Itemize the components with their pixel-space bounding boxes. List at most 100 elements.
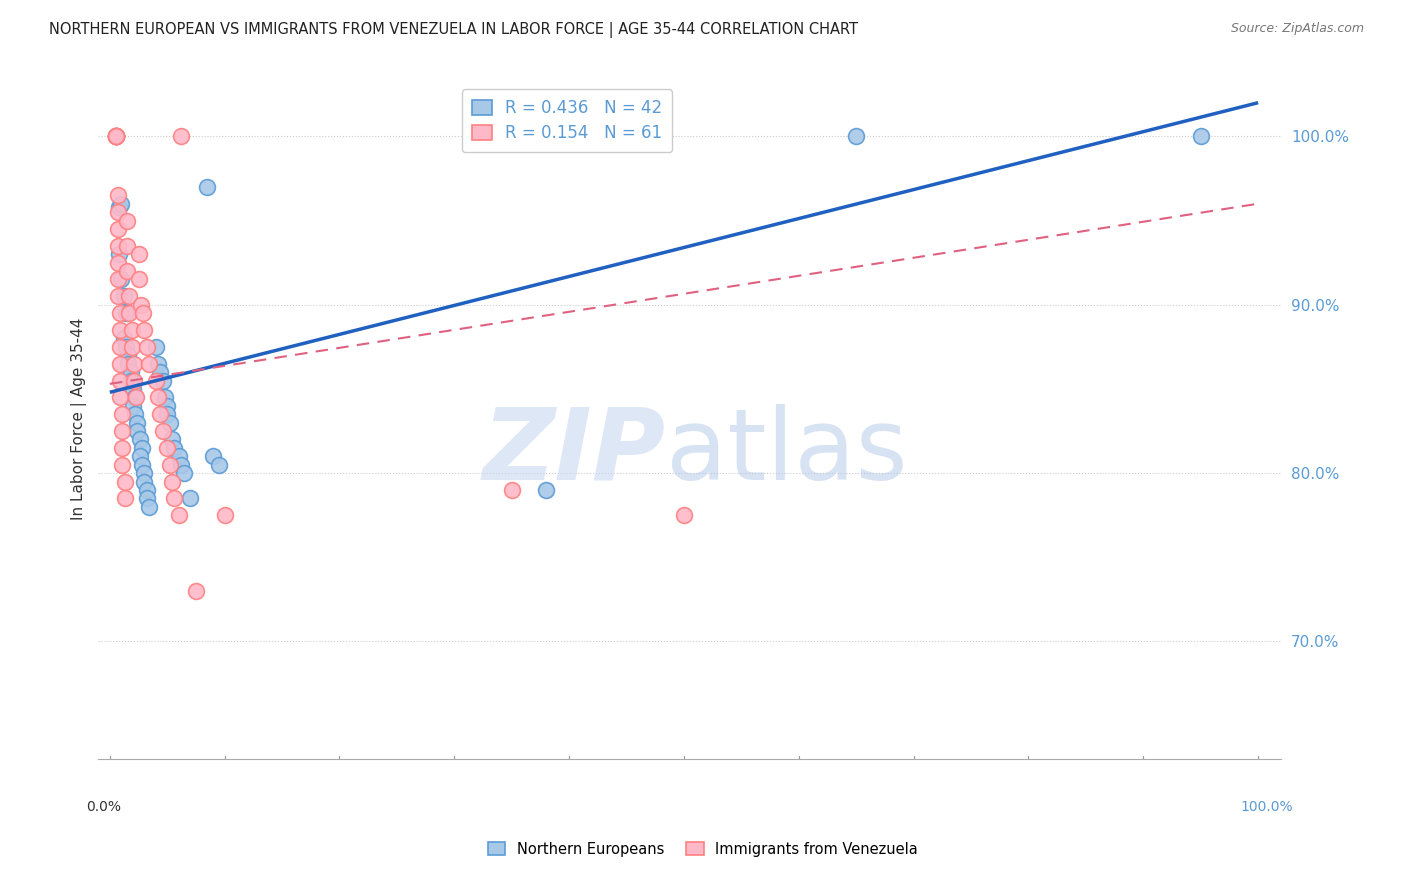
Point bbox=[156, 399, 179, 413]
Point bbox=[131, 441, 153, 455]
Point bbox=[124, 407, 146, 421]
Point bbox=[159, 416, 181, 430]
Point bbox=[111, 441, 134, 455]
Point bbox=[108, 340, 131, 354]
Point bbox=[104, 129, 127, 144]
Point bbox=[152, 424, 174, 438]
Point bbox=[108, 374, 131, 388]
Point bbox=[121, 382, 143, 396]
Point bbox=[107, 272, 129, 286]
Point bbox=[197, 180, 219, 194]
Point bbox=[115, 264, 138, 278]
Point bbox=[115, 340, 138, 354]
Point bbox=[108, 323, 131, 337]
Point bbox=[108, 247, 131, 261]
Point bbox=[159, 458, 181, 472]
Point bbox=[122, 374, 145, 388]
Point bbox=[104, 129, 127, 144]
Y-axis label: In Labor Force | Age 35-44: In Labor Force | Age 35-44 bbox=[72, 318, 87, 519]
Text: 0.0%: 0.0% bbox=[87, 800, 121, 814]
Point bbox=[152, 374, 174, 388]
Point bbox=[127, 416, 149, 430]
Point bbox=[115, 213, 138, 227]
Point bbox=[104, 129, 127, 144]
Point bbox=[146, 390, 169, 404]
Point bbox=[534, 483, 557, 497]
Point bbox=[111, 407, 134, 421]
Legend: R = 0.436   N = 42, R = 0.154   N = 61: R = 0.436 N = 42, R = 0.154 N = 61 bbox=[461, 89, 672, 152]
Point bbox=[110, 196, 132, 211]
Text: Source: ZipAtlas.com: Source: ZipAtlas.com bbox=[1230, 22, 1364, 36]
Point bbox=[107, 188, 129, 202]
Point bbox=[156, 441, 179, 455]
Point bbox=[149, 365, 172, 379]
Point bbox=[112, 289, 135, 303]
Point bbox=[134, 466, 156, 480]
Point bbox=[170, 458, 193, 472]
Text: ZIP: ZIP bbox=[484, 404, 666, 501]
Point bbox=[107, 222, 129, 236]
Point bbox=[128, 450, 150, 464]
Point bbox=[134, 475, 156, 489]
Point bbox=[125, 390, 148, 404]
Point bbox=[145, 340, 167, 354]
Point bbox=[118, 289, 141, 303]
Point bbox=[167, 508, 190, 523]
Point bbox=[111, 424, 134, 438]
Point bbox=[1189, 129, 1212, 144]
Point bbox=[112, 331, 135, 345]
Point bbox=[104, 129, 127, 144]
Point bbox=[104, 129, 127, 144]
Point bbox=[128, 272, 150, 286]
Point bbox=[146, 357, 169, 371]
Text: NORTHERN EUROPEAN VS IMMIGRANTS FROM VENEZUELA IN LABOR FORCE | AGE 35-44 CORREL: NORTHERN EUROPEAN VS IMMIGRANTS FROM VEN… bbox=[49, 22, 858, 38]
Point bbox=[149, 407, 172, 421]
Point bbox=[138, 357, 160, 371]
Point bbox=[107, 205, 129, 219]
Point bbox=[581, 129, 603, 144]
Point bbox=[135, 491, 157, 506]
Point bbox=[124, 390, 146, 404]
Point bbox=[128, 247, 150, 261]
Point bbox=[179, 491, 201, 506]
Point bbox=[107, 239, 129, 253]
Point bbox=[153, 390, 176, 404]
Point bbox=[108, 390, 131, 404]
Point bbox=[138, 500, 160, 514]
Point bbox=[184, 584, 207, 599]
Point bbox=[107, 255, 129, 269]
Point bbox=[121, 399, 143, 413]
Point bbox=[131, 458, 153, 472]
Point bbox=[108, 200, 131, 214]
Point bbox=[117, 348, 139, 362]
Point bbox=[160, 475, 183, 489]
Point bbox=[110, 272, 132, 286]
Point bbox=[128, 433, 150, 447]
Point bbox=[115, 239, 138, 253]
Point bbox=[208, 458, 231, 472]
Point bbox=[134, 323, 156, 337]
Point bbox=[127, 424, 149, 438]
Legend: Northern Europeans, Immigrants from Venezuela: Northern Europeans, Immigrants from Vene… bbox=[482, 836, 924, 863]
Point bbox=[672, 508, 695, 523]
Point bbox=[132, 306, 155, 320]
Point bbox=[163, 441, 186, 455]
Point bbox=[202, 450, 225, 464]
Point bbox=[104, 129, 127, 144]
Point bbox=[145, 374, 167, 388]
Text: atlas: atlas bbox=[666, 404, 908, 501]
Point bbox=[108, 357, 131, 371]
Point bbox=[114, 475, 136, 489]
Point bbox=[104, 129, 127, 144]
Point bbox=[122, 357, 145, 371]
Point bbox=[121, 340, 143, 354]
Point bbox=[170, 129, 193, 144]
Point bbox=[115, 306, 138, 320]
Point bbox=[160, 433, 183, 447]
Point bbox=[845, 129, 868, 144]
Point bbox=[117, 357, 139, 371]
Point bbox=[120, 374, 142, 388]
Text: 100.0%: 100.0% bbox=[1240, 800, 1294, 814]
Point bbox=[114, 491, 136, 506]
Point bbox=[135, 483, 157, 497]
